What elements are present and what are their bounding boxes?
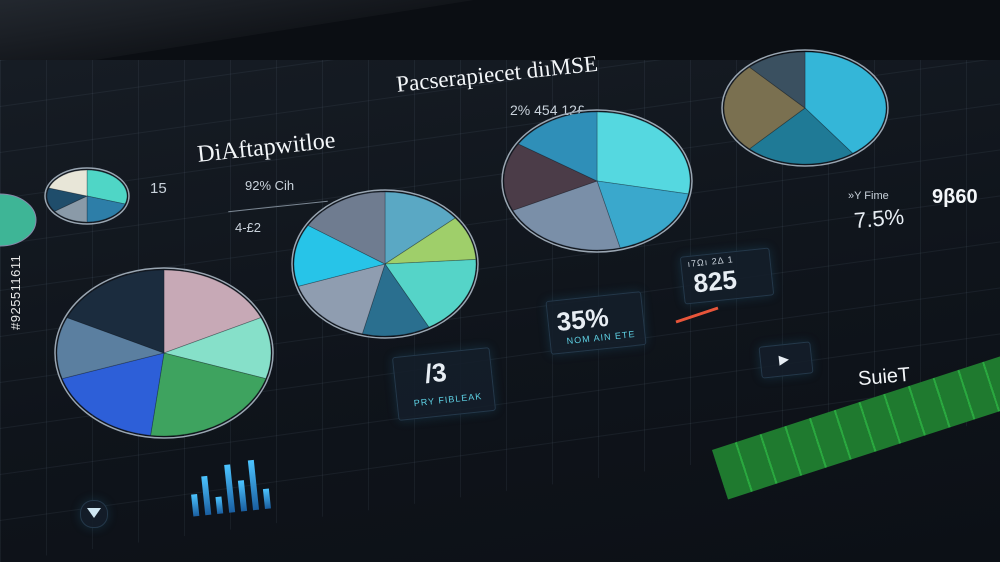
kpi-4-label: »Y Fime [848, 190, 889, 202]
nav-icon-button[interactable] [80, 500, 108, 528]
pie-small-left-ring [44, 167, 130, 225]
pie-center[interactable] [291, 189, 479, 339]
pie-top-right-ring [721, 49, 889, 167]
pie-top-right-slice[interactable] [804, 51, 887, 154]
pie-small-left-slice[interactable] [48, 169, 88, 197]
pie-large-left-ring [54, 267, 274, 439]
kpi-1-value: /3 [423, 356, 448, 389]
pie-mid-right-slice[interactable] [503, 143, 599, 211]
pie-mid-right-slice[interactable] [596, 180, 689, 249]
kpi-4-value[interactable]: 7.5% [852, 203, 906, 234]
pie-mid-right-slice[interactable] [596, 111, 691, 195]
pie-large-left-slice[interactable] [163, 269, 262, 354]
pie-small-left-slice[interactable] [86, 169, 128, 205]
red-pointer [675, 306, 719, 324]
mini-bar [237, 480, 248, 512]
play-control[interactable] [758, 341, 814, 379]
pie-center-slice[interactable] [361, 263, 430, 337]
pie-center-ring [291, 189, 479, 339]
kpi-5-value[interactable]: 9β60 [932, 186, 978, 208]
pie-mid-right-slice[interactable] [512, 180, 621, 251]
mini-bar [247, 459, 260, 511]
pie-small-left-slice[interactable] [46, 187, 89, 212]
pie-mid-right-slice[interactable] [517, 111, 598, 182]
pie-small-left[interactable] [44, 167, 130, 225]
kpi-1-caption: PRY FIBLEAK [413, 391, 483, 409]
pie-center-slice[interactable] [307, 191, 386, 265]
pie-center-slice[interactable] [293, 224, 387, 287]
mini-bar-chart [187, 447, 283, 517]
pie-center-slice[interactable] [383, 217, 477, 265]
mini-bar [201, 475, 212, 516]
pie-center-slice[interactable] [297, 263, 386, 335]
pie-large-left-slice[interactable] [66, 269, 165, 354]
pie-large-left-slice[interactable] [150, 352, 267, 437]
pie-large-left-slice[interactable] [162, 317, 272, 380]
pie-large-left[interactable] [54, 267, 274, 439]
pie-top-right-slice[interactable] [748, 107, 854, 165]
side-id-text: #925511611 [8, 254, 23, 330]
mini-bar [224, 464, 236, 513]
left-label-1: 92% Cih [245, 178, 295, 193]
mini-bar [215, 496, 224, 515]
kpi-card-1[interactable]: /3 PRY FIBLEAK [391, 347, 497, 421]
pie-top-right-slice[interactable] [748, 51, 806, 109]
kpi-3-value: 825 [692, 264, 739, 299]
triangle-icon [87, 508, 101, 518]
pie-large-left-slice[interactable] [61, 352, 165, 436]
pie-small-left-slice[interactable] [53, 195, 88, 223]
pie-large-left-slice[interactable] [56, 317, 166, 380]
kpi-card-2[interactable]: 35% NOM AIN ETE [545, 291, 647, 355]
label-15: 15 [150, 180, 167, 197]
pie-mid-right-ring [501, 109, 693, 253]
pie-small-left-slice[interactable] [86, 195, 126, 223]
pie-top-right-slice[interactable] [723, 66, 806, 150]
mini-bar [191, 493, 200, 517]
pie-mid-right[interactable] [501, 109, 693, 253]
pie-partial-left [0, 193, 37, 247]
mini-bar [262, 488, 271, 510]
play-icon [778, 355, 789, 366]
pie-center-slice[interactable] [384, 259, 477, 328]
left-label-2: 4-£2 [235, 220, 262, 235]
kpi-card-3[interactable]: ı7Ωı 2Δ 1 825 [679, 247, 775, 305]
pie-top-right[interactable] [721, 49, 889, 167]
pie-center-slice[interactable] [384, 191, 456, 265]
